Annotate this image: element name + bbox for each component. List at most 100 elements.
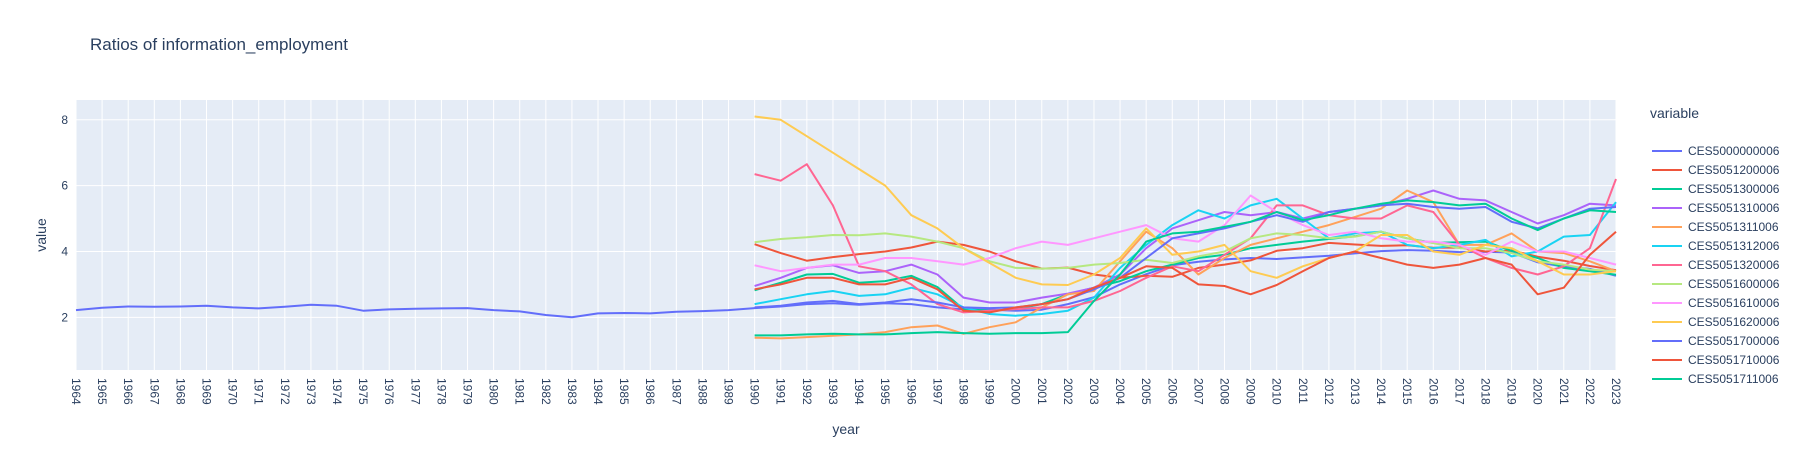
x-tick-label: 2001 — [1035, 378, 1049, 405]
legend: variable CES5000000006 CES5051200006 CES50… — [1650, 105, 1780, 386]
legend-label: CES5051600006 — [1688, 277, 1780, 291]
x-tick-label: 2003 — [1087, 378, 1101, 405]
x-tick-label: 2020 — [1531, 378, 1545, 405]
legend-label: CES5051311006 — [1688, 220, 1779, 234]
x-tick-label: 2011 — [1296, 378, 1310, 404]
x-tick-label: 2018 — [1478, 378, 1492, 405]
x-tick-label: 2019 — [1505, 378, 1519, 405]
x-tick-label: 1997 — [930, 378, 944, 405]
legend-label: CES5051620006 — [1688, 315, 1780, 329]
series-line — [754, 189, 1617, 304]
series-line — [754, 189, 1617, 340]
legend-item[interactable]: CES5051710006 — [1652, 353, 1780, 367]
x-tick-label: 2010 — [1270, 378, 1284, 405]
legend-item[interactable]: CES5051300006 — [1652, 182, 1780, 196]
x-tick-label: 1982 — [539, 378, 553, 405]
legend-item[interactable]: CES5051610006 — [1652, 296, 1780, 310]
legend-label: CES5051300006 — [1688, 182, 1780, 196]
x-tick-label: 1996 — [904, 378, 918, 405]
series-line — [754, 202, 1617, 310]
x-tick-label: 1968 — [173, 378, 187, 405]
legend-item[interactable]: CES5051711006 — [1652, 372, 1779, 386]
legend-label: CES5051610006 — [1688, 296, 1780, 310]
x-axis-title: year — [832, 421, 860, 437]
legend-label: CES5000000006 — [1688, 144, 1780, 158]
legend-item[interactable]: CES5000000006 — [1652, 144, 1780, 158]
x-tick-label: 1972 — [278, 378, 292, 405]
x-tick-label: 1989 — [722, 378, 736, 405]
x-tick-label: 1999 — [983, 378, 997, 405]
legend-item[interactable]: CES5051600006 — [1652, 277, 1780, 291]
x-tick-label: 2014 — [1374, 378, 1388, 405]
legend-label: CES5051700006 — [1688, 334, 1780, 348]
x-tick-label: 1988 — [695, 378, 709, 405]
y-tick-label: 4 — [61, 244, 68, 258]
y-axis-ticks: 2 4 6 8 — [61, 113, 68, 325]
series-lines — [75, 115, 1617, 340]
x-tick-label: 1998 — [956, 378, 970, 405]
legend-item[interactable]: CES5051200006 — [1652, 163, 1780, 177]
x-tick-label: 2022 — [1583, 378, 1597, 405]
x-tick-label: 1981 — [513, 378, 527, 405]
x-tick-label: 1987 — [669, 378, 683, 405]
x-tick-label: 2017 — [1452, 378, 1466, 405]
legend-title: variable — [1650, 105, 1699, 121]
series-line — [754, 199, 1617, 337]
x-tick-label: 1986 — [643, 378, 657, 405]
legend-item[interactable]: CES5051311006 — [1652, 220, 1779, 234]
legend-item[interactable]: CES5051310006 — [1652, 201, 1780, 215]
x-tick-label: 2015 — [1400, 378, 1414, 405]
x-tick-label: 2021 — [1557, 378, 1571, 405]
series-line — [754, 197, 1617, 317]
chart-title: Ratios of information_employment — [90, 35, 348, 54]
x-tick-label: 1971 — [252, 378, 266, 405]
legend-label: CES5051312006 — [1688, 239, 1780, 253]
x-tick-label: 1995 — [878, 378, 892, 405]
x-tick-label: 2000 — [1009, 378, 1023, 405]
x-tick-label: 2002 — [1061, 378, 1075, 405]
y-axis-title: value — [33, 218, 49, 252]
x-tick-label: 1983 — [565, 378, 579, 405]
x-tick-label: 1991 — [774, 378, 788, 405]
x-tick-label: 2008 — [1217, 378, 1231, 405]
y-tick-label: 2 — [61, 310, 68, 324]
legend-item[interactable]: CES5051620006 — [1652, 315, 1780, 329]
legend-item[interactable]: CES5051700006 — [1652, 334, 1780, 348]
legend-item[interactable]: CES5051320006 — [1652, 258, 1780, 272]
x-tick-label: 1970 — [226, 378, 240, 405]
y-tick-label: 8 — [61, 113, 68, 127]
legend-label: CES5051200006 — [1688, 163, 1780, 177]
x-tick-label: 1966 — [121, 378, 135, 405]
legend-label: CES5051310006 — [1688, 201, 1780, 215]
x-tick-label: 1992 — [800, 378, 814, 405]
x-tick-label: 1993 — [826, 378, 840, 405]
x-tick-label: 1990 — [748, 378, 762, 405]
x-tick-label: 1973 — [304, 378, 318, 405]
x-tick-label: 2012 — [1322, 378, 1336, 405]
x-tick-label: 2005 — [1139, 378, 1153, 405]
x-tick-label: 2009 — [1244, 378, 1258, 405]
grid — [75, 100, 1617, 370]
legend-label: CES5051710006 — [1688, 353, 1780, 367]
series-line — [754, 115, 1617, 286]
x-axis-ticks: 1964 1965 1966 1967 1968 1969 1970 1971 1972 1973… — [69, 378, 1623, 405]
x-tick-label: 1969 — [200, 378, 214, 405]
y-tick-label: 6 — [61, 179, 68, 193]
legend-label: CES5051711006 — [1688, 372, 1779, 386]
x-tick-label: 2016 — [1426, 378, 1440, 405]
legend-item[interactable]: CES5051312006 — [1652, 239, 1780, 253]
x-tick-label: 2004 — [1113, 378, 1127, 405]
series-line — [754, 230, 1617, 314]
x-tick-label: 1974 — [330, 378, 344, 405]
series-line — [754, 230, 1617, 273]
series-line — [754, 163, 1617, 314]
x-tick-label: 1994 — [852, 378, 866, 405]
legend-label: CES5051320006 — [1688, 258, 1780, 272]
x-tick-label: 1965 — [95, 378, 109, 405]
x-tick-label: 1978 — [434, 378, 448, 405]
x-tick-label: 1976 — [382, 378, 396, 405]
x-tick-label: 1984 — [591, 378, 605, 405]
x-tick-label: 1964 — [69, 378, 83, 405]
x-tick-label: 1975 — [356, 378, 370, 405]
